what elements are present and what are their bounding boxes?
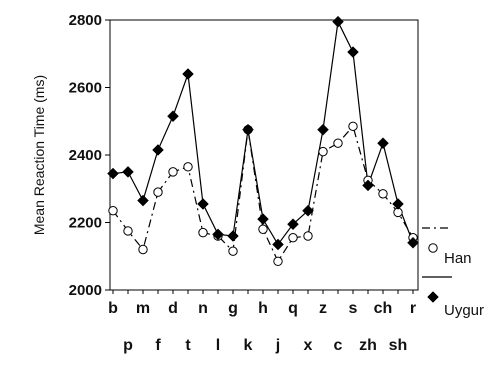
y-axis: 2000 2200 2400 2600 2800 xyxy=(69,12,110,299)
x-tick-label: b xyxy=(108,300,118,317)
y-axis-label: Mean Reaction Time (ms) xyxy=(31,75,47,235)
data-point xyxy=(273,256,283,267)
series-line xyxy=(112,19,414,246)
data-point xyxy=(302,204,314,217)
x-tick-label: zh xyxy=(359,337,377,354)
data-point xyxy=(122,166,134,178)
data-point xyxy=(378,189,388,199)
data-point xyxy=(182,68,194,80)
data-point xyxy=(108,205,118,216)
data-point xyxy=(183,162,193,172)
x-tick-label: k xyxy=(244,337,253,354)
data-point xyxy=(167,110,179,123)
data-point xyxy=(227,230,239,242)
y-tick-label: 2400 xyxy=(69,147,102,164)
data-point xyxy=(168,167,178,177)
data-point xyxy=(242,123,254,136)
x-tick-label: j xyxy=(275,337,280,354)
x-tick-label: f xyxy=(155,337,161,354)
data-point xyxy=(377,137,389,150)
data-point xyxy=(212,228,224,241)
data-point xyxy=(428,243,438,253)
data-point xyxy=(303,231,313,241)
data-point xyxy=(123,226,133,236)
data-point xyxy=(107,167,119,180)
y-tick-label: 2000 xyxy=(69,282,102,299)
data-point xyxy=(198,227,208,238)
legend: Han Uygur xyxy=(422,227,484,319)
x-tick-label: t xyxy=(185,337,191,354)
data-point xyxy=(138,244,148,255)
x-tick-label: s xyxy=(349,300,358,317)
data-point xyxy=(228,246,238,256)
data-point xyxy=(152,144,164,156)
x-tick-label: x xyxy=(304,337,313,354)
data-point xyxy=(153,187,163,197)
x-tick-label: r xyxy=(410,300,416,317)
data-point xyxy=(392,198,404,210)
data-point xyxy=(258,224,268,234)
y-tick-label: 2600 xyxy=(69,80,102,97)
legend-label: Han xyxy=(444,250,472,267)
data-point xyxy=(347,46,359,58)
data-point xyxy=(257,213,269,225)
x-tick-label: h xyxy=(258,300,268,317)
x-tick-label: m xyxy=(136,300,150,317)
x-tick-label: z xyxy=(319,300,327,317)
x-tick-label: ch xyxy=(374,300,393,317)
data-point xyxy=(332,15,344,28)
y-tick-label: 2200 xyxy=(69,215,102,232)
series-group xyxy=(107,15,419,267)
x-tick-label: l xyxy=(216,337,220,354)
x-tick-label: d xyxy=(168,300,178,317)
data-point xyxy=(427,291,439,303)
data-point xyxy=(317,123,329,136)
data-point xyxy=(272,238,284,251)
x-tick-label: n xyxy=(198,300,208,317)
data-point xyxy=(318,146,328,157)
x-tick-label: p xyxy=(123,337,133,354)
data-point xyxy=(348,121,358,132)
data-point xyxy=(407,236,419,249)
x-tick-label: g xyxy=(228,300,238,317)
data-point xyxy=(197,198,209,210)
legend-label: Uygur xyxy=(444,302,484,319)
x-tick-label: q xyxy=(288,300,298,317)
data-point xyxy=(287,218,299,231)
data-point xyxy=(333,138,343,148)
y-tick-label: 2800 xyxy=(69,12,102,29)
x-tick-label: sh xyxy=(389,337,408,354)
data-point xyxy=(288,232,298,243)
data-point xyxy=(362,179,374,192)
x-axis: b p m f d t n l g k h j q x z c s zh ch sh r xyxy=(108,290,416,354)
x-tick-label: c xyxy=(334,337,343,354)
data-point xyxy=(137,194,149,207)
